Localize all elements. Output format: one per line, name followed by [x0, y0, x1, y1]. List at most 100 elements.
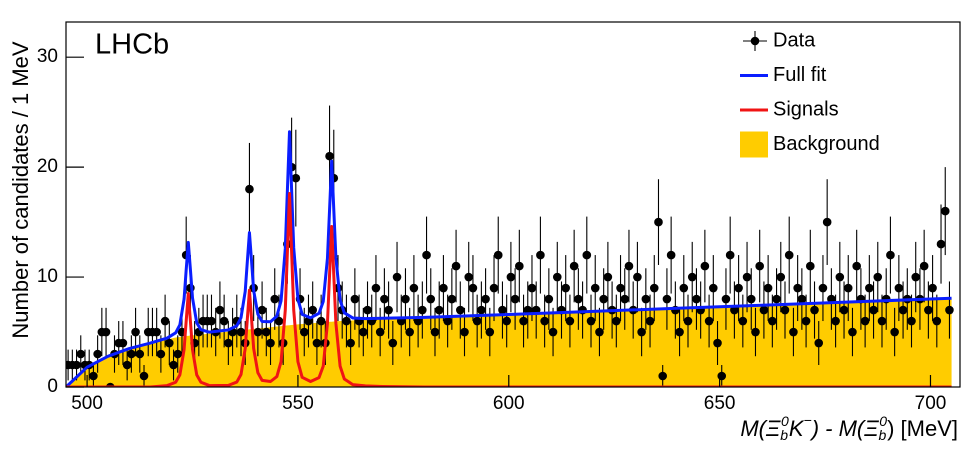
x-label-part: 0: [879, 413, 887, 429]
data-point: [616, 283, 625, 293]
data-point: [375, 327, 385, 337]
data-point: [127, 349, 136, 359]
data-point: [894, 283, 904, 293]
data-point: [101, 327, 111, 337]
data-point: [709, 283, 718, 293]
data-point: [224, 338, 233, 348]
data-point: [236, 327, 246, 337]
data-point: [928, 283, 937, 293]
data-point: [852, 261, 861, 271]
data-point: [814, 338, 824, 348]
data-point: [519, 316, 528, 326]
data-point: [687, 272, 697, 282]
data-point: [536, 250, 545, 260]
data-point: [599, 294, 608, 304]
data-point: [683, 316, 693, 326]
x-label-part: 0: [781, 413, 789, 429]
data-point: [418, 305, 427, 315]
x-label-part: K: [789, 416, 805, 441]
data-point: [940, 206, 950, 216]
data-point: [350, 294, 360, 304]
data-point: [160, 316, 170, 326]
data-point: [603, 272, 613, 282]
data-point: [156, 349, 166, 359]
data-point: [308, 305, 317, 315]
data-point: [392, 272, 402, 282]
legend: Data Full fit Signals Background: [740, 29, 880, 158]
data-point: [822, 217, 832, 227]
data-point: [666, 250, 676, 260]
data-point: [548, 327, 558, 337]
legend-text: Signals: [773, 98, 839, 120]
y-tick-label: 20: [37, 156, 58, 177]
data-point: [612, 316, 621, 326]
data-point: [924, 305, 933, 315]
data-point: [679, 283, 689, 293]
plot-area: [66, 105, 954, 387]
legend-text: Full fit: [773, 64, 827, 86]
data-point: [561, 283, 571, 293]
data-point: [346, 338, 355, 348]
data-point: [489, 283, 499, 293]
data-point: [869, 305, 878, 315]
data-point: [843, 283, 853, 293]
data-point: [919, 261, 929, 271]
data-point: [358, 327, 368, 337]
data-point: [266, 338, 275, 348]
data-point: [262, 327, 271, 337]
data-point: [797, 294, 807, 304]
data-point: [730, 305, 739, 315]
data-point: [932, 316, 942, 326]
data-point: [325, 151, 334, 161]
data-point: [865, 283, 874, 293]
data-point: [755, 261, 764, 271]
x-label-part: b: [780, 427, 788, 443]
data-point: [565, 316, 575, 326]
data-point: [443, 316, 452, 326]
x-label-part: −: [804, 412, 812, 428]
data-point: [759, 305, 769, 315]
data-point: [835, 272, 845, 282]
data-point: [662, 294, 672, 304]
x-tick-label: 500: [71, 393, 103, 414]
data-point: [93, 349, 102, 359]
data-point: [776, 272, 786, 282]
data-point: [455, 305, 465, 315]
data-point: [789, 327, 798, 337]
data-point: [540, 316, 549, 326]
data-point: [831, 316, 840, 326]
data-point: [860, 316, 870, 326]
fit-curve: [66, 130, 952, 387]
axes: 500 550 600 650 700 0 10 20 30: [37, 46, 946, 414]
data-point: [675, 327, 684, 337]
data-point: [784, 250, 794, 260]
x-tick-label: 650: [704, 393, 736, 414]
y-tick-label: 30: [37, 46, 58, 67]
data-point: [165, 338, 174, 348]
data-point: [527, 283, 537, 293]
data-point: [291, 173, 301, 183]
data-point: [502, 316, 511, 326]
fit-curve: [66, 192, 952, 387]
data-point: [654, 217, 663, 227]
data-point: [590, 283, 600, 293]
data-point: [717, 371, 727, 381]
data-point: [371, 283, 381, 293]
data-point: [219, 316, 229, 326]
data-point: [434, 305, 444, 315]
data-point: [245, 184, 254, 194]
data-point: [477, 305, 486, 315]
data-point: [658, 371, 668, 381]
data-point: [515, 261, 524, 271]
data-point: [734, 283, 743, 293]
chart-title: LHCb: [95, 29, 169, 61]
x-axis-label: M(Ξb0K−) - M(Ξb0) [MeV]: [740, 412, 958, 443]
data-point: [139, 371, 149, 381]
legend-marker: [740, 131, 768, 158]
data-point: [118, 338, 128, 348]
x-label-part: M(Ξ: [740, 416, 781, 441]
data-point: [780, 305, 790, 315]
data-point: [763, 283, 773, 293]
data-point: [485, 327, 495, 337]
